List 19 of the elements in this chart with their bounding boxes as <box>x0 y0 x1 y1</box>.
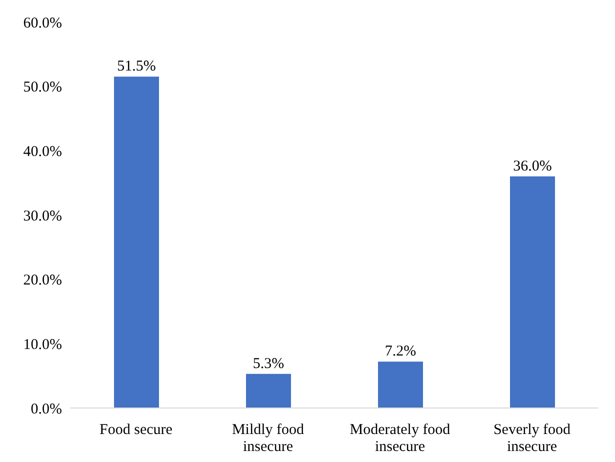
x-tick-label: Moderately food insecure <box>350 422 451 455</box>
x-tick-label: Food secure <box>100 422 173 438</box>
x-tick-label: Mildly food insecure <box>232 422 305 455</box>
data-label: 36.0% <box>513 158 552 174</box>
x-tick-label: Severly food insecure <box>493 422 572 455</box>
y-tick-label: 50.0% <box>23 80 62 96</box>
data-label: 51.5% <box>117 58 156 75</box>
bar <box>114 76 159 408</box>
y-tick-label: 10.0% <box>23 336 62 353</box>
y-tick-label: 20.0% <box>23 272 62 289</box>
y-tick-label: 0.0% <box>30 401 62 418</box>
bar <box>378 362 423 408</box>
bar <box>510 176 555 408</box>
y-tick-label: 30.0% <box>23 208 62 224</box>
data-label: 5.3% <box>252 356 284 372</box>
y-tick-label: 40.0% <box>23 144 62 160</box>
bar <box>246 374 291 408</box>
y-tick-label: 60.0% <box>23 15 62 32</box>
data-label: 7.2% <box>384 344 416 360</box>
